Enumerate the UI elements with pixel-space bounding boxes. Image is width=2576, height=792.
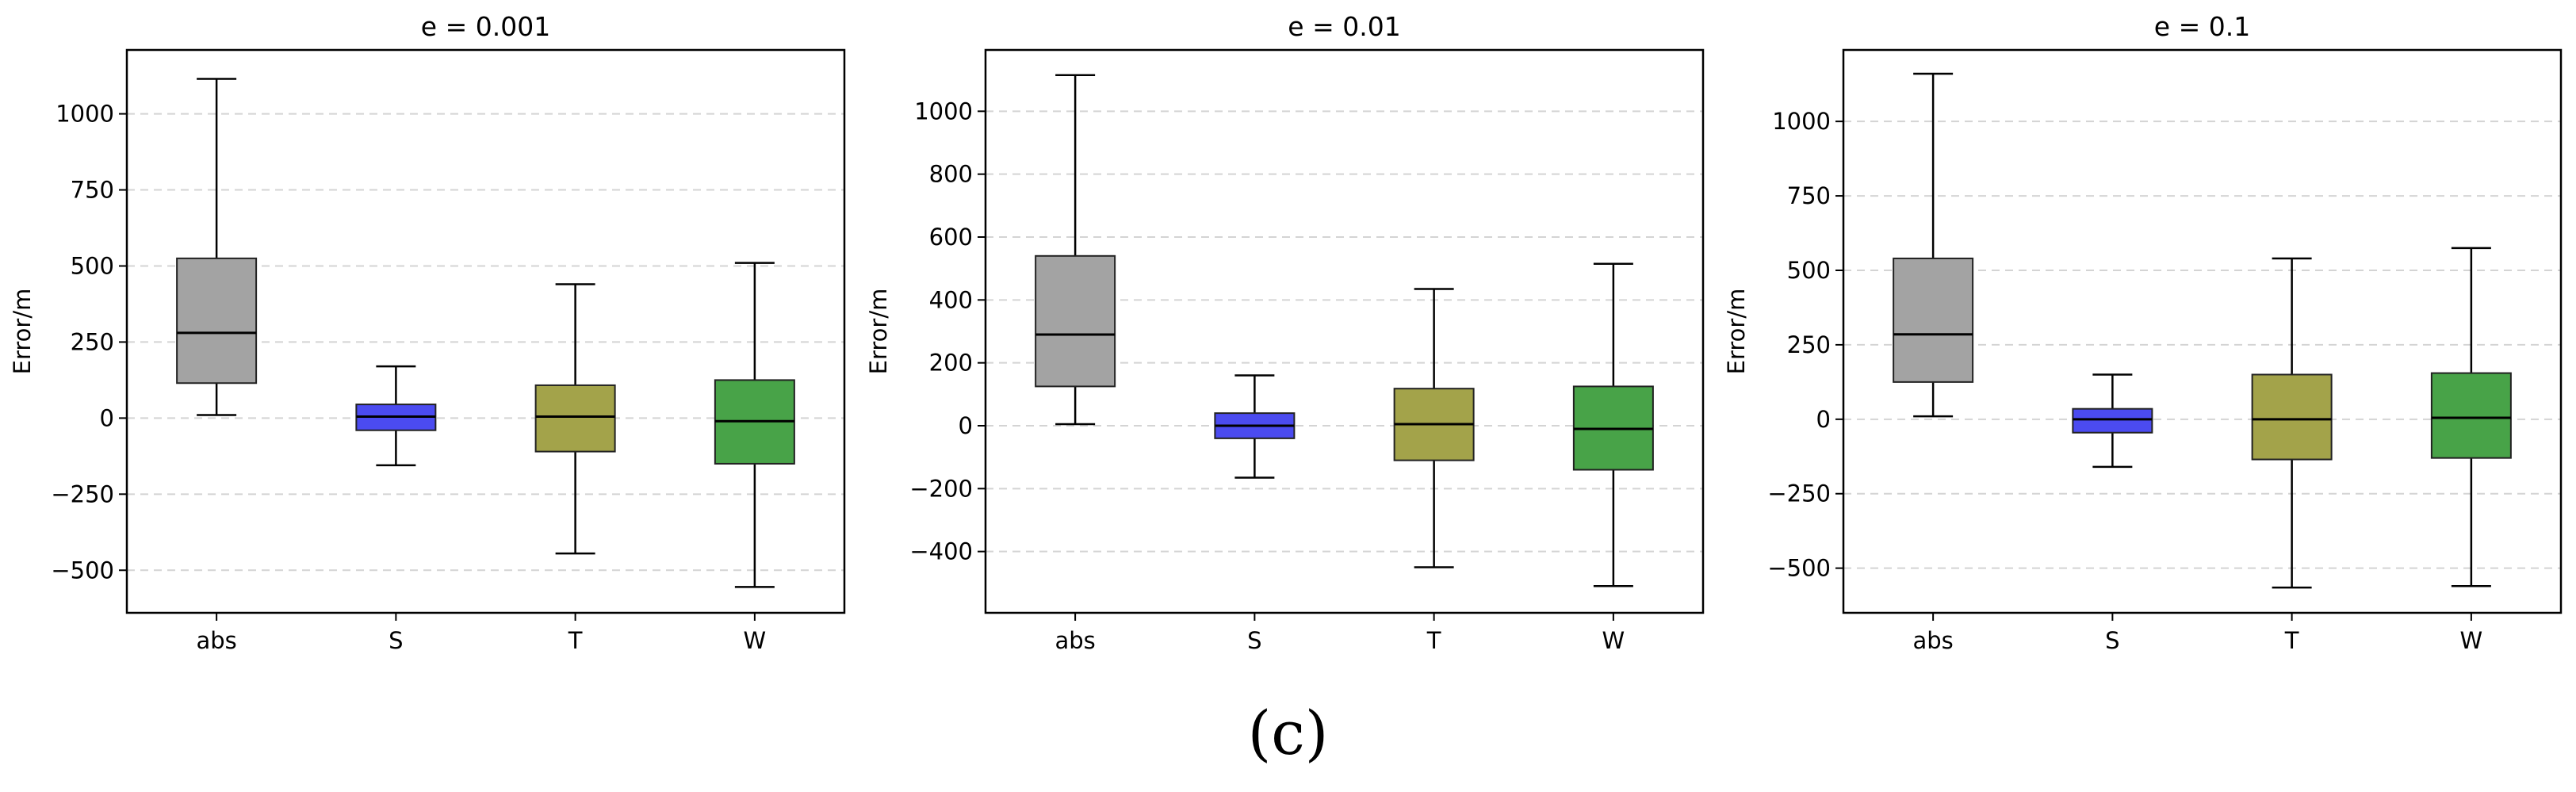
y-tick-label: −500 [1767, 555, 1831, 582]
y-axis-label: Error/m [9, 289, 36, 375]
x-tick-label: S [389, 627, 403, 654]
y-tick-label: −200 [909, 475, 973, 502]
y-tick-label: −500 [51, 557, 114, 583]
box-W [1572, 262, 1654, 587]
axes-frame [1842, 48, 2563, 614]
box-body [534, 384, 616, 453]
x-tick-label: S [2105, 627, 2119, 654]
y-tick-label: 0 [959, 412, 973, 439]
y-tick-label: 200 [929, 350, 973, 377]
y-tick-label: 250 [1787, 331, 1831, 358]
x-tick-label: S [1247, 627, 1261, 654]
chart-title: e = 0.01 [1288, 11, 1400, 42]
y-tick-label: 500 [1787, 257, 1831, 284]
x-tick-label: T [1426, 627, 1441, 654]
y-tick-label: 800 [929, 161, 973, 188]
y-tick-label: −250 [51, 480, 114, 507]
box-T [2251, 257, 2333, 589]
chart-title: e = 0.1 [2154, 11, 2250, 42]
y-axis-label: Error/m [1723, 289, 1750, 375]
x-tick-label: W [1602, 627, 1625, 654]
x-tick-label: abs [1912, 627, 1953, 654]
y-tick-label: 500 [71, 252, 114, 279]
chart-title: e = 0.001 [421, 11, 550, 42]
box-abs [1893, 72, 1974, 418]
box-body [2430, 372, 2512, 459]
y-tick-label: 0 [1816, 406, 1831, 433]
y-tick-label: 400 [929, 286, 973, 313]
y-tick-label: 1000 [914, 98, 973, 124]
x-tick-label: T [2284, 627, 2299, 654]
box-body [1035, 254, 1116, 388]
panel-3: −500 −250 0 250 500 750 1000 abs S T We = 0.1 Error… [1723, 11, 2563, 654]
x-tick-label: W [744, 627, 767, 654]
x-tick-label: abs [196, 627, 236, 654]
box-S [355, 365, 437, 467]
box-abs [1035, 74, 1116, 426]
box-T [1393, 288, 1475, 568]
y-tick-label: 750 [71, 177, 114, 204]
box-S [2072, 373, 2153, 469]
panel-2: −400 −200 0 200 400 600 800 1000 abs S T We = 0.01 E… [865, 11, 1705, 654]
box-body [1893, 257, 1974, 383]
y-tick-label: 1000 [56, 101, 114, 128]
axes-frame [125, 48, 846, 614]
y-tick-label: 600 [929, 224, 973, 251]
y-tick-label: −400 [909, 538, 973, 565]
panel-1: −500 −250 0 250 500 750 1000 abs S T We = 0.001 Err… [9, 11, 846, 654]
box-W [2430, 247, 2512, 587]
y-tick-label: 750 [1787, 182, 1831, 209]
box-body [2072, 407, 2153, 434]
y-tick-label: 250 [71, 328, 114, 355]
box-body [2251, 373, 2333, 461]
y-axis-label: Error/m [865, 289, 892, 375]
box-S [1214, 374, 1296, 479]
x-tick-label: abs [1055, 627, 1095, 654]
box-body [176, 257, 258, 385]
y-tick-label: 1000 [1772, 108, 1831, 135]
x-tick-label: W [2460, 627, 2483, 654]
box-T [534, 283, 616, 555]
x-tick-label: T [568, 627, 583, 654]
y-tick-label: 0 [100, 404, 114, 431]
figure-caption: (c) [1247, 698, 1329, 768]
axes-frame [984, 48, 1705, 614]
y-tick-label: −250 [1767, 480, 1831, 507]
box-abs [176, 78, 258, 416]
box-W [714, 262, 795, 588]
